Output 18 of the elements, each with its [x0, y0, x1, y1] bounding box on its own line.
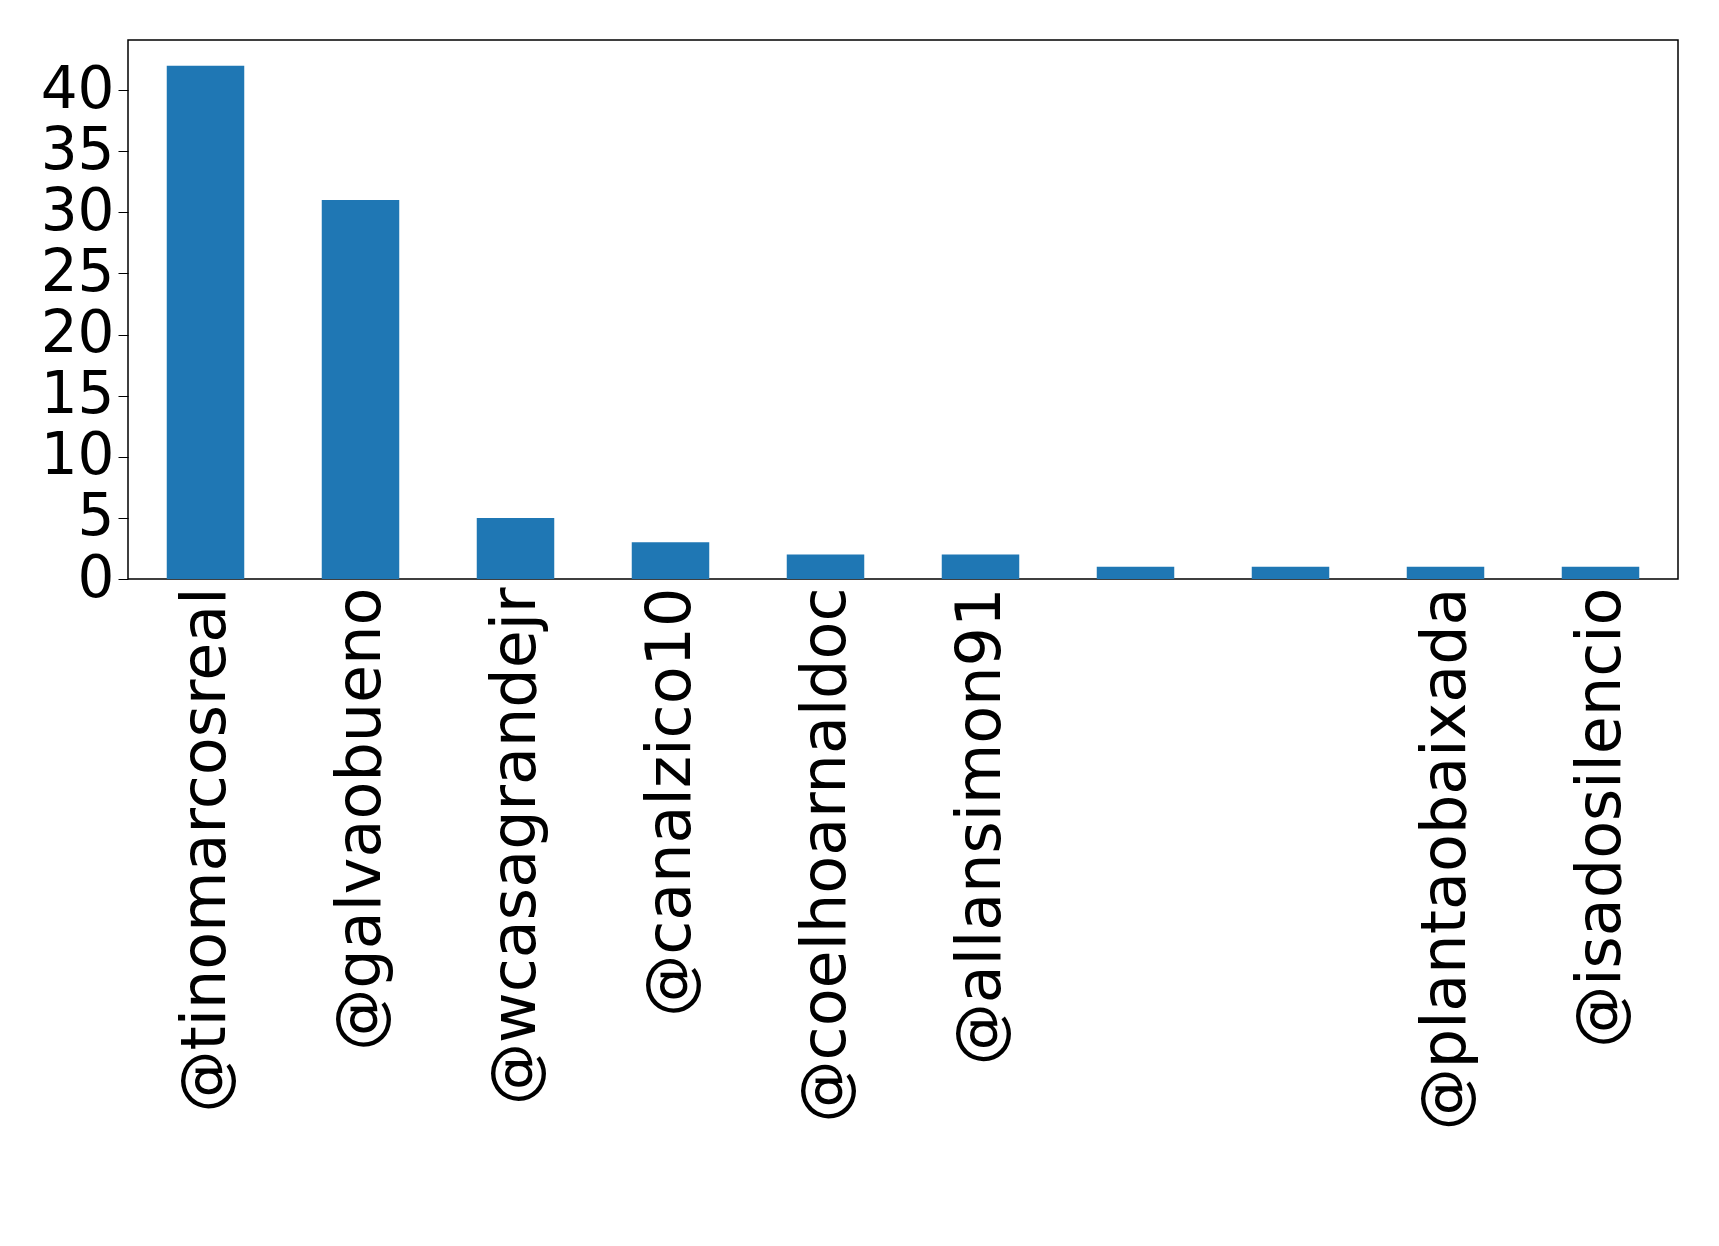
bar: [1096, 566, 1175, 579]
x-tick-label: @canalzico10: [631, 587, 705, 1017]
bar: [941, 554, 1020, 579]
bar: [1406, 566, 1485, 579]
bar: [631, 542, 710, 579]
bar: [476, 517, 555, 579]
bar: [1251, 566, 1330, 579]
x-tick-label: @wcasagrandejr: [476, 586, 550, 1105]
x-tick-label: @tinomarcosreal: [166, 587, 240, 1113]
bar: [786, 554, 865, 579]
x-tick-label: @plantaobaixada: [1406, 587, 1480, 1131]
x-tick-label: @coelhoarnaldoc: [786, 587, 860, 1123]
x-tick-label: @isadosilencio: [1561, 587, 1635, 1048]
bar: [321, 200, 400, 579]
x-tick-label: @galvaobueno: [321, 587, 395, 1051]
bar: [1561, 566, 1640, 579]
x-tick-label: @allansimon91: [941, 587, 1015, 1066]
bar: [166, 65, 245, 579]
